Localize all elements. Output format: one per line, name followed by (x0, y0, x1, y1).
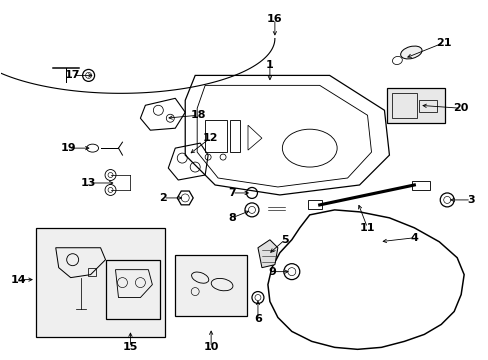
Text: 2: 2 (159, 193, 167, 203)
Text: 14: 14 (11, 275, 27, 285)
Text: 7: 7 (228, 188, 235, 198)
Text: 5: 5 (281, 235, 288, 245)
Text: 13: 13 (81, 178, 96, 188)
Text: 20: 20 (452, 103, 468, 113)
Text: 9: 9 (267, 267, 275, 276)
Bar (87, 268, 95, 276)
Text: 4: 4 (409, 233, 417, 243)
Text: 17: 17 (65, 71, 80, 80)
Text: 8: 8 (228, 213, 235, 223)
Bar (229, 120, 240, 152)
Bar (411, 181, 429, 190)
Polygon shape (258, 240, 277, 268)
Bar (392, 93, 416, 118)
Text: 15: 15 (122, 342, 138, 352)
Bar (36, 228, 165, 337)
Text: 21: 21 (436, 37, 451, 48)
Bar (175, 255, 246, 316)
Bar (105, 260, 160, 319)
Text: 6: 6 (253, 314, 262, 324)
Bar (386, 88, 444, 123)
Text: 10: 10 (203, 342, 218, 352)
Bar (205, 120, 226, 152)
Text: 12: 12 (202, 133, 218, 143)
Text: 11: 11 (359, 223, 374, 233)
Text: 18: 18 (190, 110, 205, 120)
Text: 3: 3 (467, 195, 474, 205)
Bar (419, 100, 436, 112)
Bar (307, 200, 321, 209)
Text: 19: 19 (61, 143, 76, 153)
Text: 1: 1 (265, 60, 273, 71)
Text: 16: 16 (266, 14, 282, 24)
Ellipse shape (400, 46, 421, 59)
